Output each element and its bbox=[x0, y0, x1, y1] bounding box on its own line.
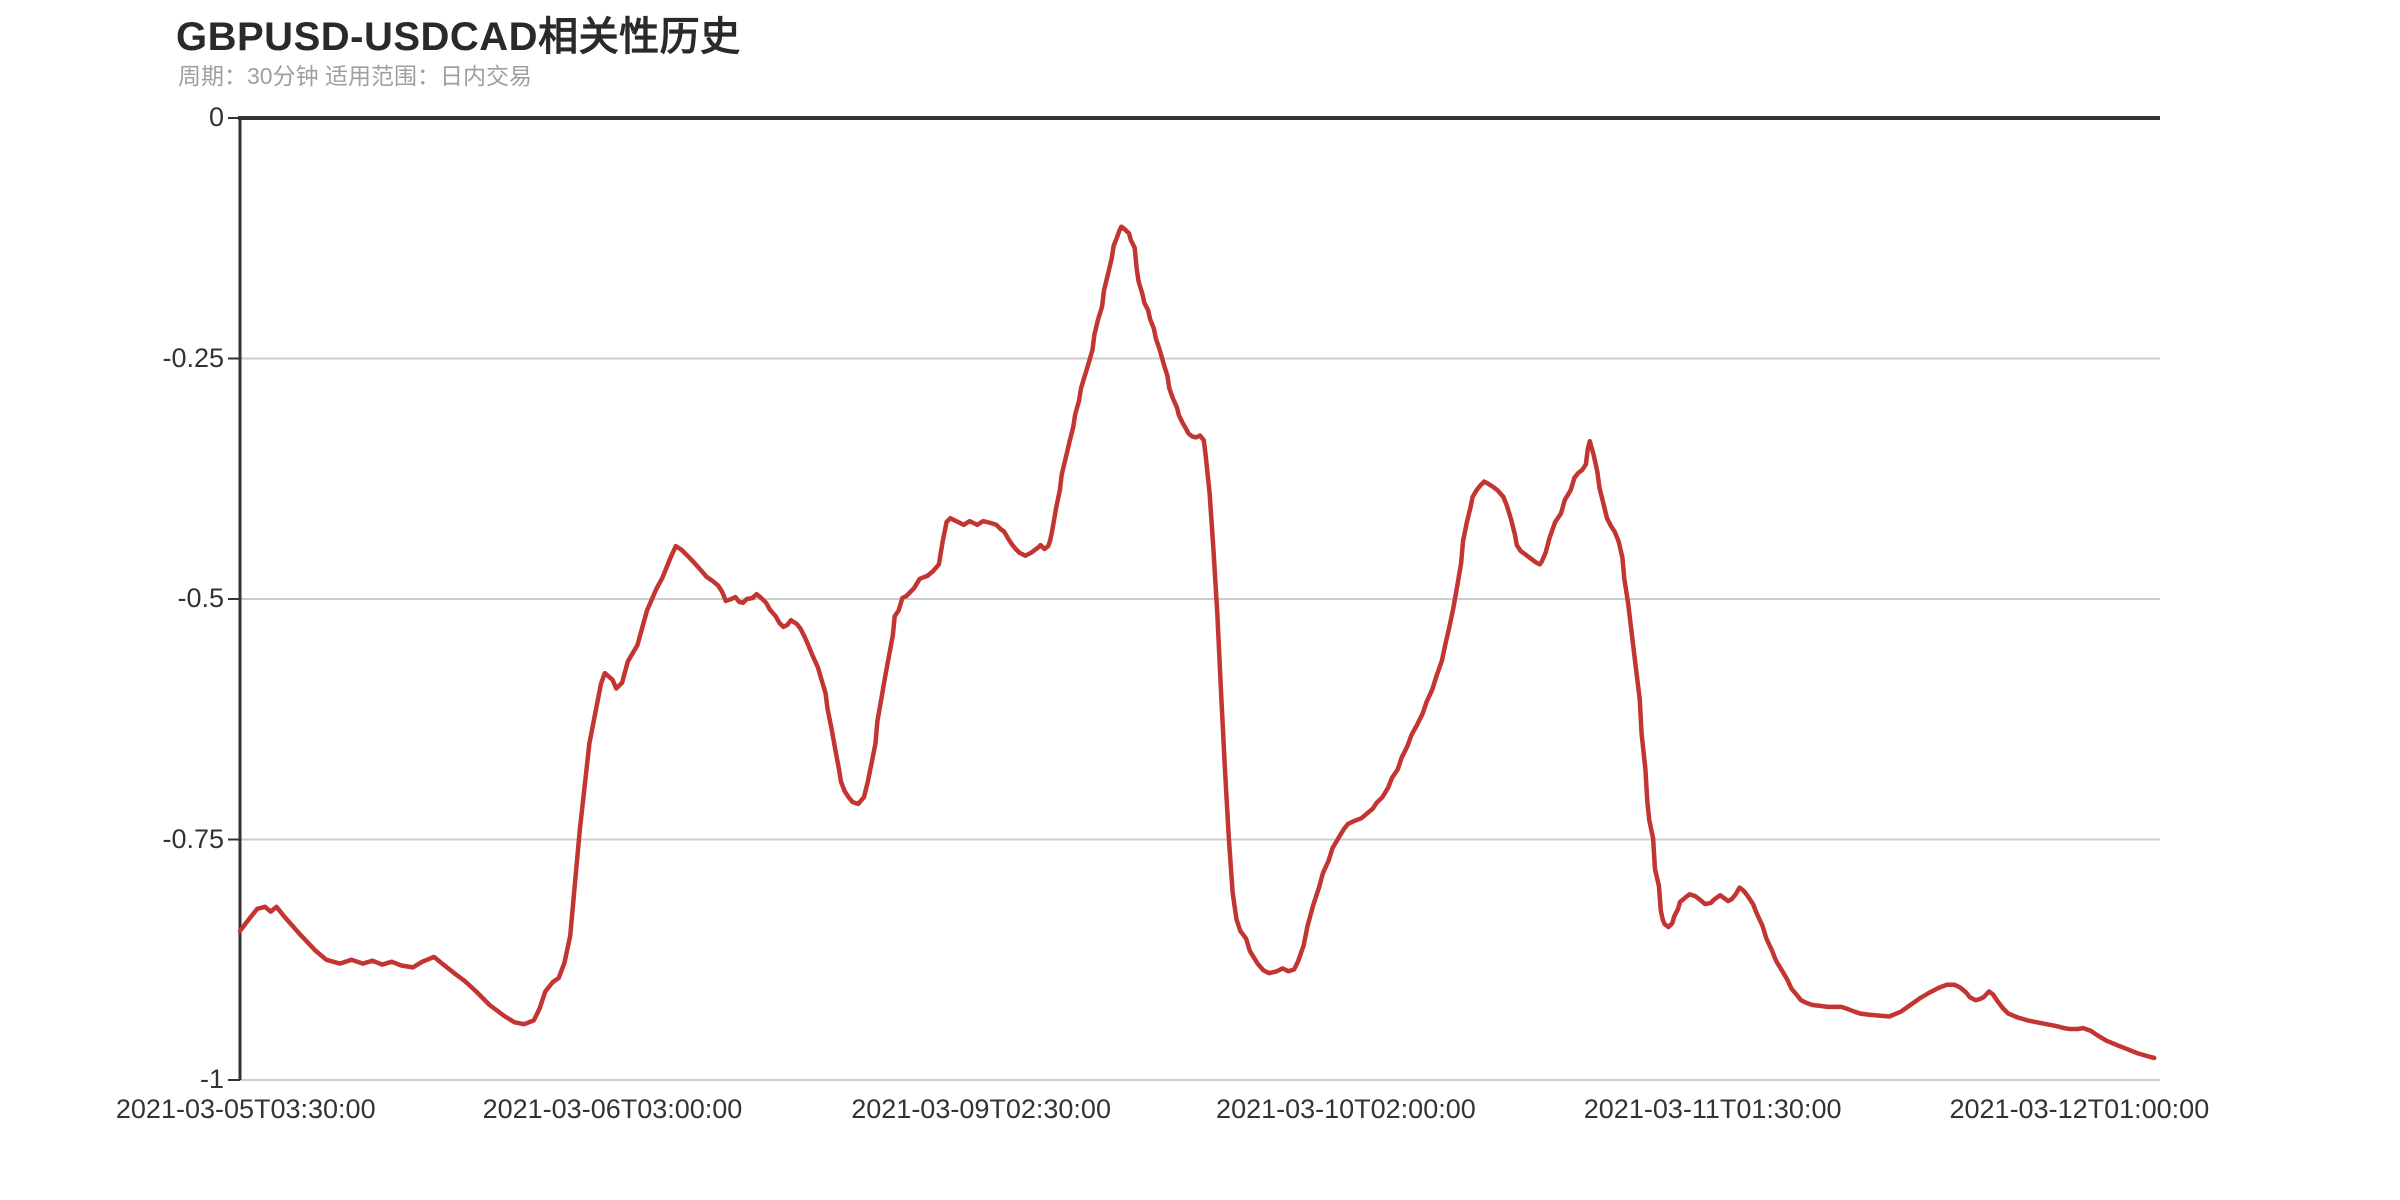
x-axis-label: 2021-03-06T03:00:00 bbox=[482, 1094, 743, 1124]
y-axis-label: -0.25 bbox=[162, 342, 224, 373]
x-axis-label: 2021-03-10T02:00:00 bbox=[1216, 1094, 1476, 1124]
y-axis-label: 0 bbox=[208, 102, 224, 132]
page-title: GBPUSD-USDCAD相关性历史 bbox=[176, 15, 741, 59]
y-axis-label: -0.75 bbox=[162, 823, 224, 854]
chart-subtitle: 周期：30分钟 适用范围：日内交易 bbox=[178, 63, 532, 89]
x-axis-label: 2021-03-11T01:30:00 bbox=[1583, 1094, 1842, 1124]
series-line bbox=[237, 224, 2157, 1061]
x-axis-label: 2021-03-12T01:00:00 bbox=[1949, 1094, 2210, 1124]
y-axis-label: -0.5 bbox=[177, 583, 224, 613]
x-axis-label: 2021-03-05T03:30:00 bbox=[115, 1094, 376, 1124]
x-axis-label: 2021-03-09T02:30:00 bbox=[851, 1094, 1111, 1124]
y-axis-label: -1 bbox=[199, 1064, 224, 1094]
